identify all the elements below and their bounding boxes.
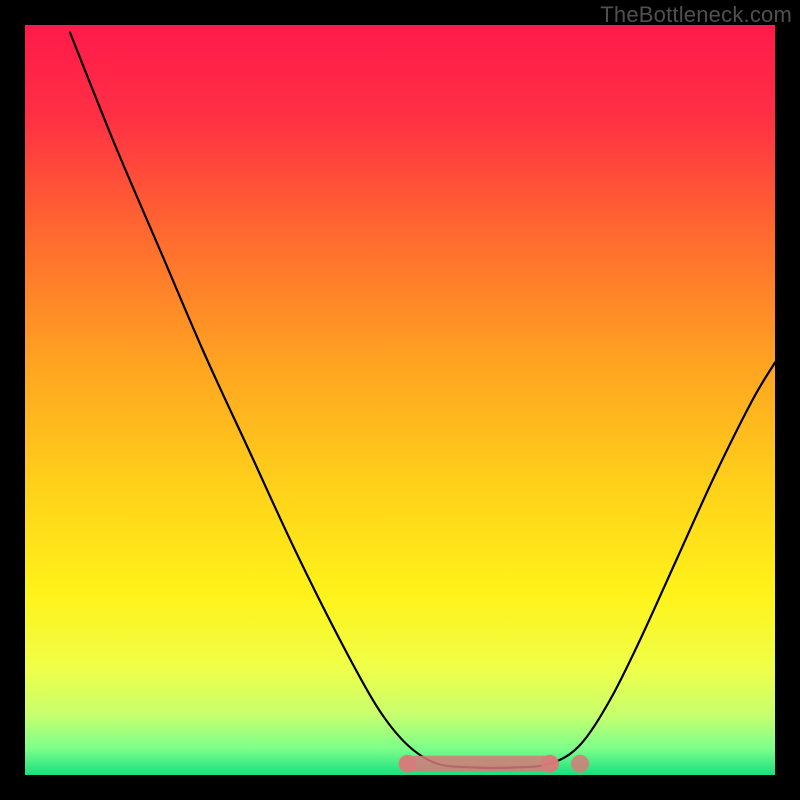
chart-container: TheBottleneck.com <box>0 0 800 800</box>
chart-svg <box>0 0 800 800</box>
watermark-text: TheBottleneck.com <box>600 2 792 28</box>
